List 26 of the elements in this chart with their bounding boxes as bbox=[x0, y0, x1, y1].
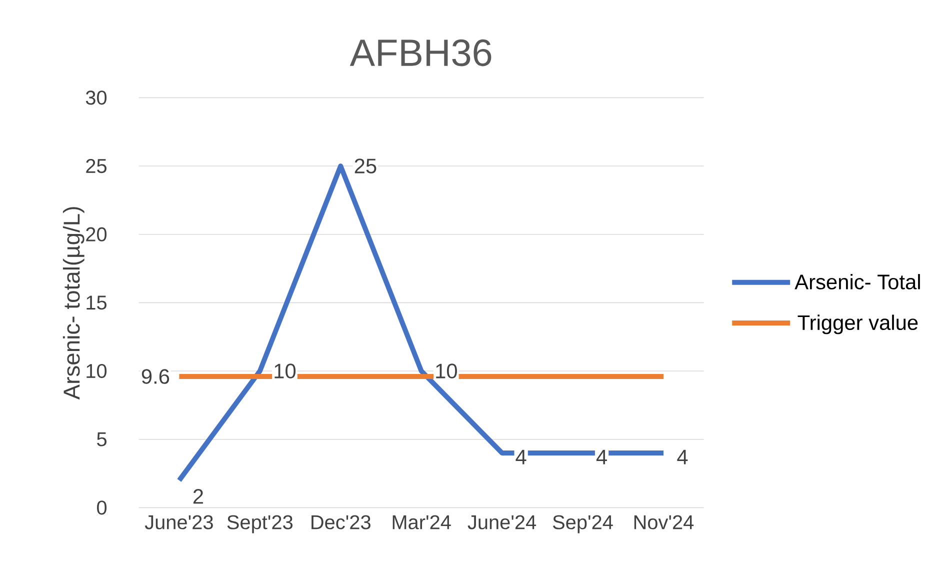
y-tick-label: 20 bbox=[86, 227, 107, 242]
y-tick-label: 0 bbox=[97, 500, 107, 515]
legend-label: Arsenic- Total bbox=[794, 274, 920, 290]
legend-label: Trigger value bbox=[798, 314, 918, 334]
chart-title: AFBH36 bbox=[350, 39, 492, 66]
y-tick-label: 5 bbox=[97, 432, 106, 446]
x-tick-label: Nov'24 bbox=[634, 515, 694, 530]
y-tick-label: 25 bbox=[86, 158, 106, 174]
data-label: 9.6 bbox=[142, 369, 170, 384]
data-label: 4 bbox=[516, 450, 526, 464]
data-label: 4 bbox=[677, 450, 688, 464]
data-label: 25 bbox=[354, 158, 376, 174]
x-tick-label: June'24 bbox=[468, 515, 536, 530]
x-tick-label: Sep'24 bbox=[552, 515, 613, 534]
x-tick-label: Sept'23 bbox=[227, 515, 293, 534]
x-tick-label: Mar'24 bbox=[392, 515, 451, 530]
x-tick-label: Dec'23 bbox=[312, 515, 370, 530]
y-axis-title: Arsenic- total(µg/L) bbox=[62, 207, 84, 400]
data-label: 10 bbox=[274, 364, 296, 378]
data-label: 2 bbox=[193, 489, 203, 504]
y-tick-label: 30 bbox=[86, 90, 107, 105]
x-tick-label: June'23 bbox=[144, 515, 213, 530]
y-tick-label: 10 bbox=[86, 364, 107, 378]
data-label: 10 bbox=[436, 364, 457, 378]
y-tick-label: 15 bbox=[86, 296, 106, 310]
data-label: 4 bbox=[596, 450, 607, 464]
